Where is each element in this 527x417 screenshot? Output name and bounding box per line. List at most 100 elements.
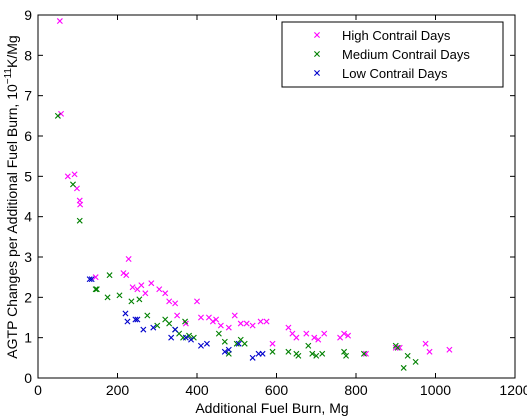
data-point [76,217,83,224]
data-point [396,344,403,351]
data-point [269,348,276,355]
data-point [125,256,132,263]
data-point [86,276,93,283]
data-point [186,332,193,339]
data-point [360,350,367,357]
data-point [56,18,63,25]
data-point [77,201,84,208]
data-point [215,330,222,337]
data-point [106,272,113,279]
data-point [174,312,181,319]
data-point [69,181,76,188]
data-point [446,346,453,353]
data-point [263,318,270,325]
data-point [88,276,95,283]
data-point [144,312,151,319]
data-point [162,290,169,297]
data-point [124,318,131,325]
data-point [257,318,264,325]
data-point [404,352,411,359]
data-point [197,342,204,349]
data-point [311,334,318,341]
data-point [136,296,143,303]
data-point [166,298,173,305]
data-point [116,292,123,299]
axis-tick-labels: 0 200 400 600 800 1000 1200 0 1 2 3 4 5 6 7 8 9 [24,7,527,398]
data-point [285,324,292,331]
data-point [295,352,302,359]
legend-marker [314,70,320,76]
data-point [321,330,328,337]
y-tick-label: 8 [24,47,32,63]
x-tick-label: 1000 [420,382,451,398]
legend-entry-label: High Contrail Days [342,28,451,43]
data-point [122,310,129,317]
y-tick-label: 4 [24,209,32,225]
data-point [303,330,310,337]
data-point [221,348,228,355]
data-point [58,110,65,117]
data-point [168,334,175,341]
data-point [237,320,244,327]
x-axis-label: Additional Fuel Burn, Mg [195,400,348,416]
data-point [134,316,141,323]
data-point [225,324,232,331]
data-point [123,272,130,279]
data-point [235,340,242,347]
data-point [194,298,200,305]
data-point [315,336,322,343]
data-point [305,342,312,349]
data-point [150,324,157,331]
data-point [319,350,326,357]
data-point [269,340,276,347]
data-point [285,348,292,355]
data-point [54,112,61,119]
data-point [422,340,429,347]
data-point [140,326,147,333]
data-point [345,332,352,339]
data-point [182,334,189,341]
x-tick-label: 200 [106,382,130,398]
data-point [394,344,401,351]
data-point [412,358,419,365]
x-tick-label: 1200 [499,382,527,398]
data-point [92,286,99,293]
legend: High Contrail Days Medium Contrail Days Lo… [281,21,504,88]
data-point [209,318,216,325]
data-point [142,290,149,297]
y-tick-label: 3 [24,249,32,265]
data-markers [54,18,453,371]
data-point [148,280,155,287]
y-tick-label: 9 [24,7,32,23]
legend-entry-label: Low Contrail Days [342,66,448,81]
data-point [225,346,232,353]
data-point [132,316,139,323]
y-axis-label: AGTP Changes per Additional Fuel Burn, 1… [3,35,20,358]
axis-ticks [37,14,516,379]
series-2 [86,276,266,361]
data-point [341,330,348,337]
data-point [313,352,320,359]
data-point [92,274,99,281]
data-point [154,322,161,329]
data-point [249,354,256,361]
data-point [243,320,250,327]
series-0 [56,18,453,357]
legend-marker [314,51,320,57]
y-tick-label: 7 [24,88,32,104]
data-point [64,173,71,180]
legend-entry-label: Medium Contrail Days [342,47,470,62]
data-point [343,352,350,359]
data-point [138,282,145,289]
data-point [182,318,189,325]
data-point [231,312,238,319]
data-point [93,286,100,293]
x-tick-label: 600 [265,382,289,398]
x-tick-label: 400 [185,382,209,398]
data-point [129,284,136,291]
data-point [203,340,210,347]
data-point [213,316,220,323]
data-point [400,364,407,371]
legend-marker [314,32,320,38]
